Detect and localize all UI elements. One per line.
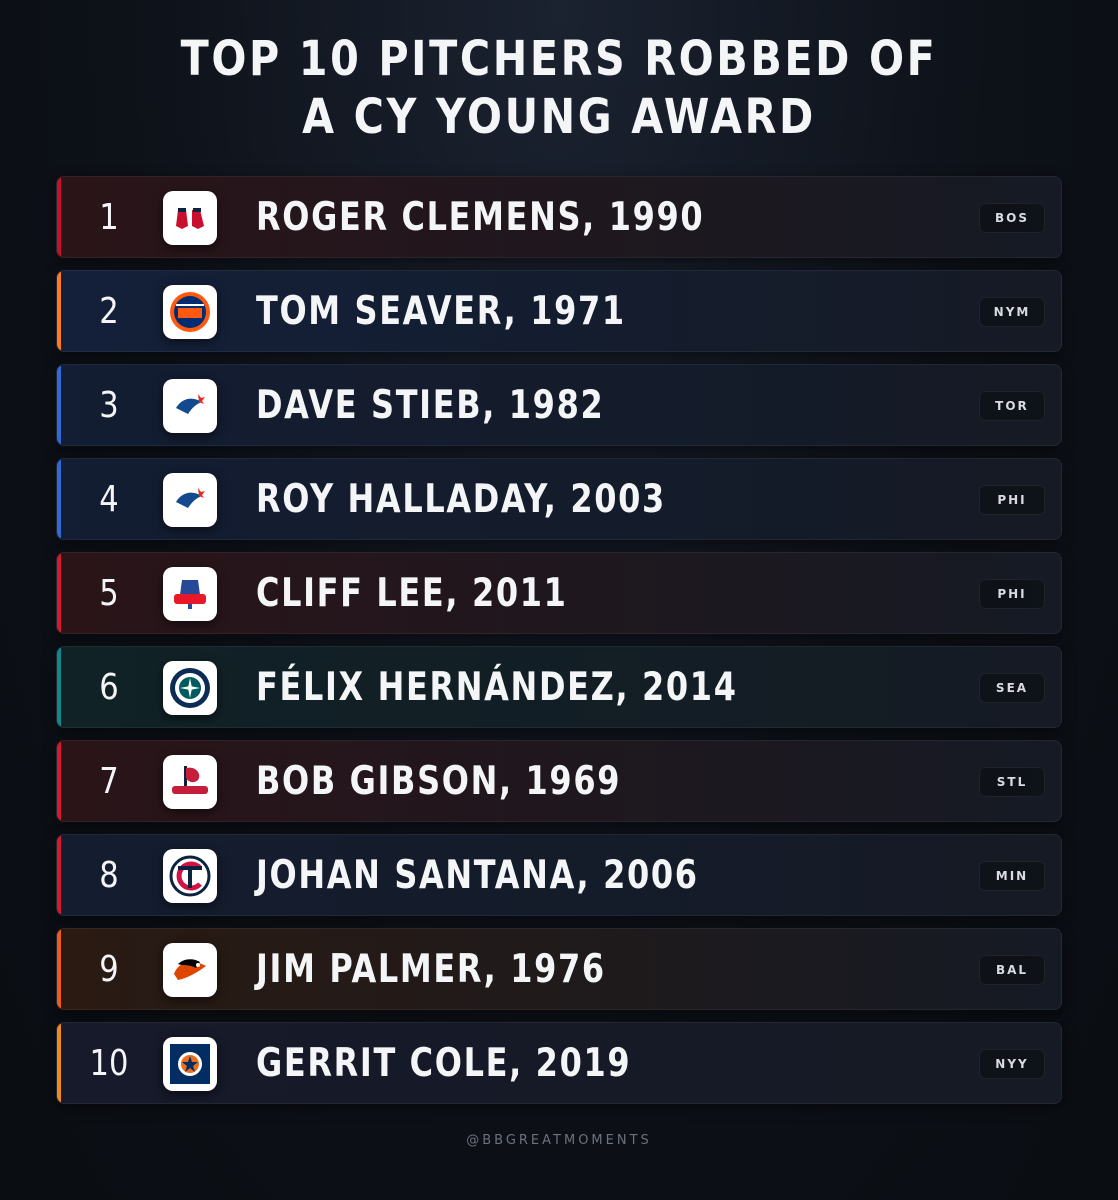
team-badge: TOR — [979, 391, 1045, 421]
ranking-row-3: 3 DAVE STIEB, 1982 TOR — [56, 364, 1062, 446]
rank-number: 8 — [99, 855, 119, 896]
team-badge: PHI — [979, 485, 1045, 515]
twins-logo-icon — [163, 849, 217, 903]
ranking-row-10: 10 GERRIT COLE, 2019 NYY — [56, 1022, 1062, 1104]
team-badge: BOS — [979, 203, 1045, 233]
rank-number: 7 — [99, 761, 119, 802]
pitcher-name: FÉLIX HERNÁNDEZ, 2014 — [256, 665, 738, 710]
title-line-2: A CY YOUNG AWARD — [302, 89, 816, 145]
row-accent-bar — [57, 929, 61, 1009]
row-accent-bar — [57, 365, 61, 445]
row-accent-bar — [57, 177, 61, 257]
blue-jays-logo-icon — [163, 379, 217, 433]
blue-jays-logo-icon — [163, 473, 217, 527]
rank-number: 9 — [99, 949, 119, 990]
ranking-row-6: 6 FÉLIX HERNÁNDEZ, 2014 SEA — [56, 646, 1062, 728]
rank-number: 3 — [99, 385, 119, 426]
cardinals-logo-icon — [163, 755, 217, 809]
rank-number: 2 — [99, 291, 119, 332]
pitcher-name: JIM PALMER, 1976 — [256, 947, 606, 992]
team-badge: BAL — [979, 955, 1045, 985]
rank-number: 6 — [99, 667, 119, 708]
ranking-list: 1 ROGER CLEMENS, 1990 BOS 2 TOM SEAVER, … — [56, 176, 1062, 1116]
pitcher-name: CLIFF LEE, 2011 — [256, 571, 568, 616]
pitcher-name: DAVE STIEB, 1982 — [256, 383, 605, 428]
ranking-row-5: 5 CLIFF LEE, 2011 PHI — [56, 552, 1062, 634]
ranking-row-7: 7 BOB GIBSON, 1969 STL — [56, 740, 1062, 822]
phillies-logo-icon — [163, 567, 217, 621]
row-accent-bar — [57, 459, 61, 539]
rank-number: 1 — [99, 197, 119, 238]
team-badge: MIN — [979, 861, 1045, 891]
page-title: TOP 10 PITCHERS ROBBED OF A CY YOUNG AWA… — [78, 30, 1039, 146]
pitcher-name: ROY HALLADAY, 2003 — [256, 477, 666, 522]
team-badge: NYM — [979, 297, 1045, 327]
footer-handle: @BBGREATMOMENTS — [466, 1133, 652, 1148]
ranking-row-4: 4 ROY HALLADAY, 2003 PHI — [56, 458, 1062, 540]
team-badge: PHI — [979, 579, 1045, 609]
row-accent-bar — [57, 835, 61, 915]
ranking-row-2: 2 TOM SEAVER, 1971 NYM — [56, 270, 1062, 352]
rank-number: 5 — [99, 573, 119, 614]
orioles-logo-icon — [163, 943, 217, 997]
row-accent-bar — [57, 647, 61, 727]
team-badge: NYY — [979, 1049, 1045, 1079]
team-badge: SEA — [979, 673, 1045, 703]
ranking-row-1: 1 ROGER CLEMENS, 1990 BOS — [56, 176, 1062, 258]
ranking-row-8: 8 JOHAN SANTANA, 2006 MIN — [56, 834, 1062, 916]
rank-number: 10 — [89, 1043, 129, 1084]
rank-number: 4 — [99, 479, 119, 520]
title-line-1: TOP 10 PITCHERS ROBBED OF — [180, 31, 938, 87]
row-accent-bar — [57, 553, 61, 633]
pitcher-name: TOM SEAVER, 1971 — [256, 289, 626, 334]
team-badge: STL — [979, 767, 1045, 797]
ranking-row-9: 9 JIM PALMER, 1976 BAL — [56, 928, 1062, 1010]
row-accent-bar — [57, 741, 61, 821]
pitcher-name: JOHAN SANTANA, 2006 — [256, 853, 699, 898]
red-sox-logo-icon — [163, 191, 217, 245]
pitcher-name: ROGER CLEMENS, 1990 — [256, 195, 705, 240]
astros-logo-icon — [163, 1037, 217, 1091]
pitcher-name: GERRIT COLE, 2019 — [256, 1041, 632, 1086]
row-accent-bar — [57, 271, 61, 351]
mariners-logo-icon — [163, 661, 217, 715]
mets-logo-icon — [163, 285, 217, 339]
pitcher-name: BOB GIBSON, 1969 — [256, 759, 622, 804]
row-accent-bar — [57, 1023, 61, 1103]
